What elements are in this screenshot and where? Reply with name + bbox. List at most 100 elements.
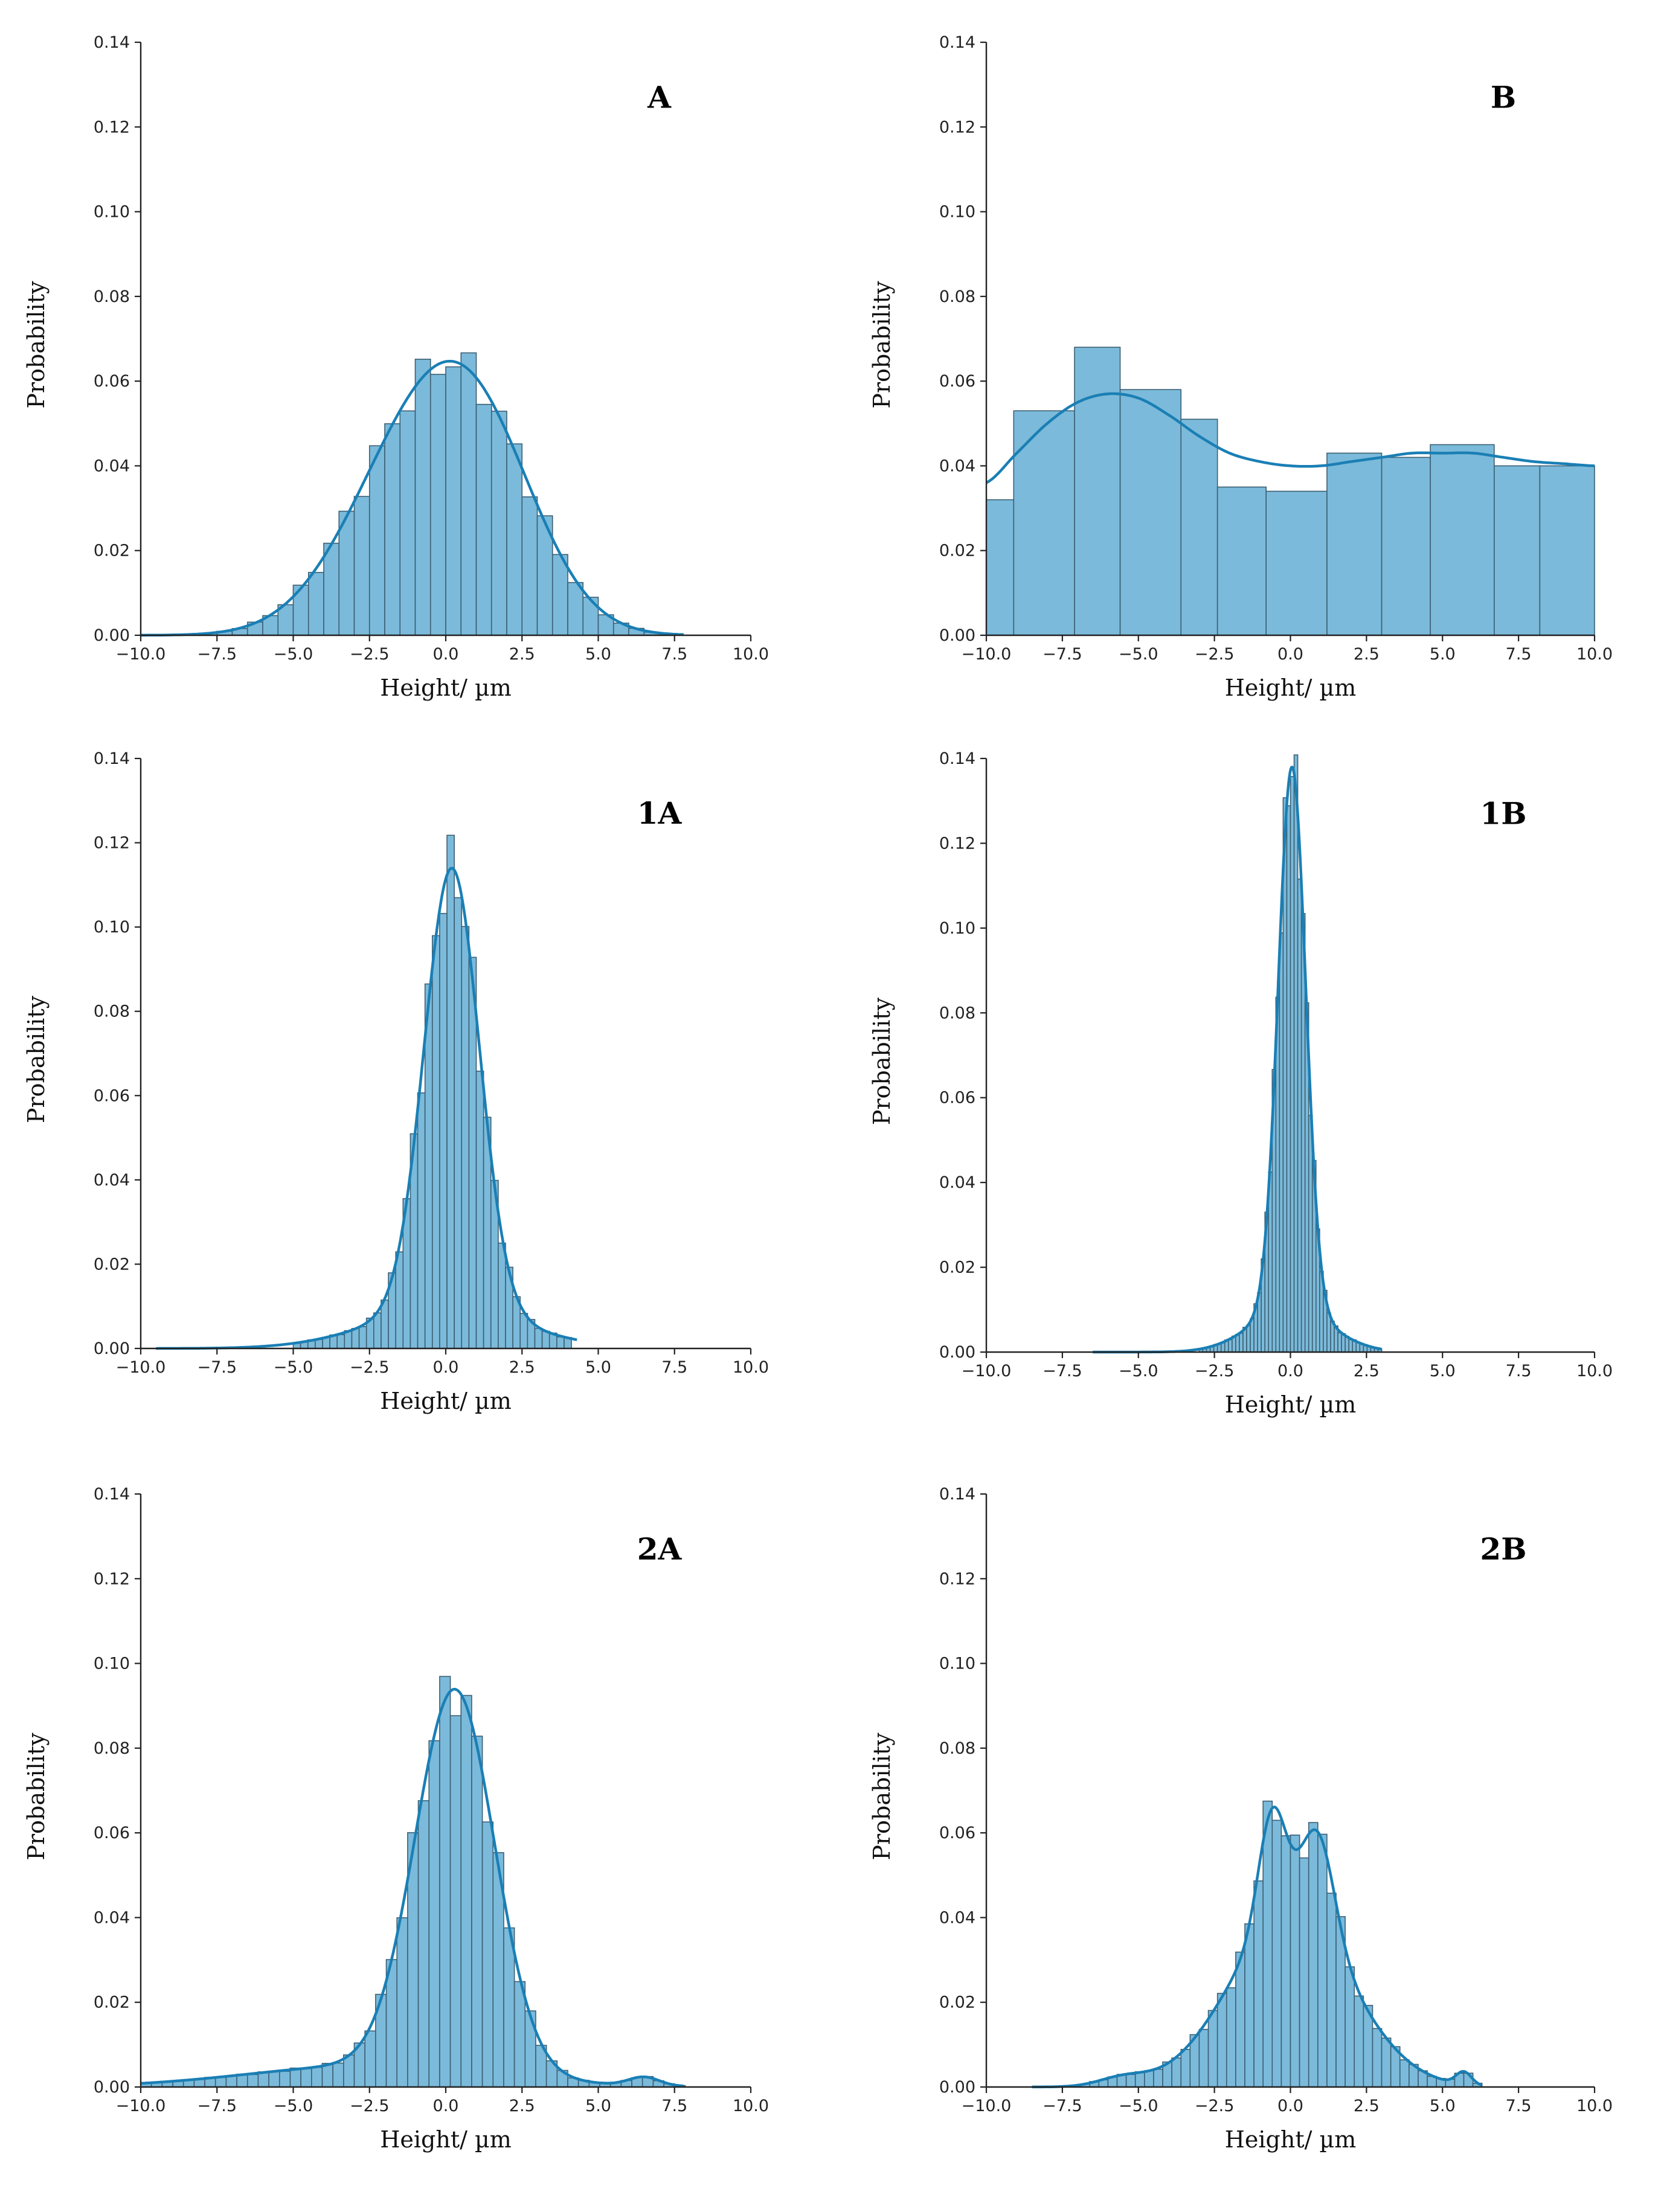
histogram-bars (1198, 754, 1383, 1353)
x-tick-label: 0.0 (433, 1358, 459, 1377)
y-tick-label: 0.04 (939, 457, 975, 475)
y-tick-label: 0.12 (94, 834, 130, 853)
histogram-bar (1180, 418, 1218, 636)
histogram-bar (1317, 1833, 1328, 2088)
x-axis-ticks: −10.0 −7.5 −5.0 −2.5 0.0 2.5 5.0 7.5 10.0 (116, 1348, 769, 1377)
histogram-bar (1216, 1993, 1227, 2088)
histogram-bar (986, 499, 1015, 636)
histogram-bar (1381, 2037, 1392, 2088)
histogram-bar (1326, 1893, 1337, 2088)
histogram-panel-1a: −10.0 −7.5 −5.0 −2.5 0.0 2.5 5.0 7.5 10.00.000.0… (23, 749, 769, 1414)
histogram-bar (417, 1092, 426, 1349)
y-tick-label: 0.14 (94, 749, 130, 768)
histogram-bar (1539, 465, 1595, 636)
histogram-bar (214, 2077, 227, 2088)
histogram-bar (381, 1299, 389, 1349)
y-axis-title: Probability (869, 997, 895, 1125)
histogram-bar (396, 1917, 408, 2088)
y-axis-ticks: 0.00 0.02 0.04 0.06 0.08 0.10 0.12 0.14 (939, 1485, 986, 2097)
histogram-bar (310, 2066, 323, 2088)
histogram-bar (384, 423, 401, 636)
histogram-bars (986, 347, 1595, 636)
y-tick-label: 0.14 (939, 33, 975, 52)
x-tick-label: 5.0 (1430, 645, 1456, 664)
x-tick-label: −2.5 (1195, 2097, 1235, 2115)
histogram-bar (1299, 1857, 1309, 2088)
x-tick-label: 7.5 (661, 1358, 687, 1377)
y-tick-label: 0.04 (94, 1171, 130, 1190)
histogram-bar (445, 366, 462, 636)
x-tick-label: −10.0 (116, 2097, 166, 2115)
x-tick-label: −7.5 (1043, 645, 1082, 664)
x-tick-label: −7.5 (197, 645, 237, 664)
x-tick-label: 7.5 (1506, 2097, 1532, 2115)
histogram-bar (475, 1071, 484, 1349)
histogram-bar (338, 510, 355, 636)
x-axis-title: Height/ µm (380, 675, 511, 701)
x-axis-title: Height/ µm (380, 1388, 511, 1414)
x-tick-label: −7.5 (1043, 1362, 1082, 1380)
y-tick-label: 0.00 (939, 626, 975, 645)
x-tick-label: −10.0 (116, 645, 166, 664)
histogram-bar (1280, 1835, 1291, 2088)
x-tick-label: 5.0 (585, 645, 611, 664)
histogram-bar (429, 374, 446, 636)
histogram-bar (1244, 1923, 1255, 2088)
histogram-panel-b: −10.0 −7.5 −5.0 −2.5 0.0 2.5 5.0 7.5 10.00.000.0… (869, 33, 1613, 701)
x-axis-title: Height/ µm (1225, 1391, 1356, 1418)
histogram-bar (446, 835, 455, 1349)
y-tick-label: 0.00 (939, 2078, 975, 2097)
histogram-bar (358, 1326, 367, 1349)
x-tick-label: 7.5 (1506, 645, 1532, 664)
kde-curve (985, 392, 1595, 484)
histogram-bar (1430, 444, 1495, 636)
y-tick-label: 0.02 (94, 542, 130, 560)
histogram-bar (449, 1715, 462, 2088)
x-tick-label: −5.0 (1119, 2097, 1158, 2115)
histogram-bars (292, 835, 572, 1349)
x-tick-label: 7.5 (661, 2097, 687, 2115)
histogram-bar (364, 2030, 376, 2088)
histogram-panel-2a: −10.0 −7.5 −5.0 −2.5 0.0 2.5 5.0 7.5 10.00.000.0… (23, 1485, 769, 2153)
y-tick-label: 0.02 (939, 1993, 975, 2012)
y-axis-ticks: 0.00 0.02 0.04 0.06 0.08 0.10 0.12 0.14 (939, 749, 986, 1362)
histogram-bar (1216, 486, 1267, 636)
y-tick-label: 0.14 (939, 749, 975, 768)
panel-label: 1A (637, 795, 683, 831)
x-tick-label: 10.0 (733, 2097, 769, 2115)
histogram-bar (1354, 1995, 1364, 2088)
histogram-bar (395, 1251, 404, 1349)
histogram-bar (332, 2062, 344, 2088)
y-tick-label: 0.06 (94, 372, 130, 391)
y-tick-label: 0.14 (94, 33, 130, 52)
histogram-panel-2b: −10.0 −7.5 −5.0 −2.5 0.0 2.5 5.0 7.5 10.00.000.0… (869, 1485, 1613, 2153)
panel-label: 2A (637, 1531, 683, 1567)
histogram-bar (534, 1327, 543, 1349)
y-axis-ticks: 0.00 0.02 0.04 0.06 0.08 0.10 0.12 0.14 (94, 749, 141, 1358)
histogram-bar (1246, 1324, 1251, 1353)
y-tick-label: 0.08 (939, 287, 975, 306)
histogram-bar (481, 1821, 494, 2088)
x-tick-label: −7.5 (1043, 2097, 1082, 2115)
histogram-bar (461, 926, 470, 1349)
y-tick-label: 0.08 (939, 1004, 975, 1022)
x-axis-ticks: −10.0 −7.5 −5.0 −2.5 0.0 2.5 5.0 7.5 10.0 (116, 635, 769, 664)
histogram-bar (1265, 490, 1328, 636)
x-tick-label: 2.5 (509, 2097, 535, 2115)
histogram-bar (307, 572, 324, 636)
histogram-bar (519, 1313, 528, 1349)
histogram-bar (278, 2071, 291, 2088)
y-tick-label: 0.08 (939, 1739, 975, 1758)
histogram-panel-a: −10.0 −7.5 −5.0 −2.5 0.0 2.5 5.0 7.5 10.00.000.0… (23, 33, 769, 701)
y-tick-label: 0.10 (939, 203, 975, 222)
panel-label: B (1491, 80, 1516, 115)
histogram-bar (471, 1736, 483, 2088)
histogram-bar (300, 2068, 312, 2088)
histogram-bar (1119, 389, 1182, 636)
y-tick-label: 0.00 (94, 2078, 130, 2097)
x-tick-label: 10.0 (733, 645, 769, 664)
y-tick-label: 0.00 (939, 1343, 975, 1362)
histogram-bar (414, 359, 431, 636)
histogram-panel-1b: −10.0 −7.5 −5.0 −2.5 0.0 2.5 5.0 7.5 10.00.000.0… (869, 749, 1613, 1418)
x-tick-label: −5.0 (1119, 1362, 1158, 1380)
